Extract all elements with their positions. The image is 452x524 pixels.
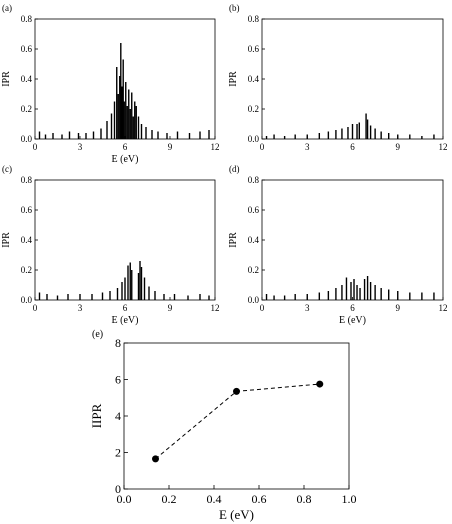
panel-d-bars: [265, 276, 435, 300]
panel-d-x-tick-label: 0: [260, 303, 265, 313]
panel-b-x-tick-label: 9: [396, 142, 401, 152]
panel-d-label: (d): [229, 164, 240, 174]
panel-d-plot-frame: [261, 179, 444, 301]
panel-e-data-point: [152, 455, 159, 463]
panel-e-x-tick-label: 0.2: [162, 492, 177, 506]
panel-b-y-tick-label: 0.2: [248, 104, 259, 114]
panel-a-plot-frame: [34, 18, 216, 140]
panel-e-x-tick-label: 1.0: [342, 492, 357, 506]
panel-b-x-tick-label: 12: [439, 142, 448, 152]
panel-b-bars: [265, 113, 435, 139]
panel-d-x-tick-label: 12: [439, 303, 448, 313]
panel-a-x-tick-label: 0: [33, 142, 38, 152]
panel-a-x-tick-label: 6: [123, 142, 128, 152]
panel-d-y-tick-label: 0.8: [248, 175, 260, 185]
panel-c-x-tick-label: 9: [168, 303, 173, 313]
panel-e-x-tick-label: 0.8: [297, 492, 312, 506]
panel-a-x-tick-label: 3: [78, 142, 83, 152]
panel-e-y-tick-label: 4: [115, 409, 121, 423]
panel-e-plot-frame: [123, 342, 350, 490]
panel-e-series-line: [155, 383, 320, 460]
panel-b-plot-frame: [261, 18, 444, 140]
panel-e-x-tick-label: 0.0: [117, 492, 132, 506]
panel-e-y-axis-label: IIPR: [89, 403, 104, 428]
panel-d-y-tick-label: 0.2: [248, 265, 259, 275]
panel-a-y-tick-label: 0.4: [21, 74, 33, 84]
panel-c-x-tick-label: 6: [123, 303, 128, 313]
panel-c-bars: [38, 261, 210, 300]
panel-e-x-tick-label: 0.6: [252, 492, 267, 506]
panel-d-x-tick-label: 6: [350, 303, 355, 313]
panel-e-x-tick-label: 0.4: [207, 492, 222, 506]
panel-c-x-tick-label: 12: [211, 303, 220, 313]
panel-b-y-axis-label: IPR: [228, 71, 239, 87]
panel-e-data-point: [233, 387, 240, 395]
panel-a-y-tick-label: 0.6: [21, 44, 33, 54]
panel-a-label: (a): [2, 3, 12, 13]
panel-c-y-tick-label: 0.6: [21, 205, 33, 215]
panel-a-bars: [38, 43, 210, 139]
panel-e-y-tick-label: 6: [115, 373, 121, 387]
panel-a-x-axis-label: E (eV): [112, 154, 139, 165]
panel-a-y-tick-label: 0.0: [21, 134, 33, 144]
panel-b-y-tick-label: 0.6: [248, 44, 260, 54]
panel-c-label: (c): [2, 164, 12, 174]
panel-e-label: (e): [92, 329, 103, 340]
panel-d-y-tick-label: 0.6: [248, 205, 260, 215]
panel-c-x-axis-label: E (eV): [112, 315, 139, 326]
panel-e-y-tick-label: 8: [115, 336, 121, 350]
panel-c-y-tick-label: 0.0: [21, 295, 33, 305]
panel-d-x-tick-label: 3: [305, 303, 310, 313]
panel-b-y-tick-label: 0.4: [248, 74, 260, 84]
panel-d-y-tick-label: 0.0: [248, 295, 260, 305]
panel-e-y-tick-label: 0: [115, 482, 121, 496]
panel-a-y-tick-label: 0.8: [21, 14, 33, 24]
panel-c-y-axis-label: IPR: [1, 232, 12, 248]
panel-b-y-tick-label: 0.0: [248, 134, 260, 144]
panel-c-y-tick-label: 0.4: [21, 235, 33, 245]
panel-e-data-point: [316, 380, 324, 388]
panel-b-x-tick-label: 6: [350, 142, 355, 152]
panel-c-x-tick-label: 3: [78, 303, 83, 313]
panel-a-y-tick-label: 0.2: [21, 104, 32, 114]
panel-b-x-tick-label: 3: [305, 142, 310, 152]
panel-d-y-tick-label: 0.4: [248, 235, 260, 245]
panel-a-x-tick-label: 9: [168, 142, 173, 152]
panel-c-x-tick-label: 0: [33, 303, 38, 313]
panel-d-y-axis-label: IPR: [228, 232, 239, 248]
panel-c-y-tick-label: 0.2: [21, 265, 32, 275]
panel-a-x-tick-label: 12: [211, 142, 220, 152]
panel-e-x-axis-label: E (eV): [219, 507, 254, 522]
panel-a-y-axis-label: IPR: [1, 71, 12, 87]
panel-b-y-tick-label: 0.8: [248, 14, 260, 24]
panel-b-x-tick-label: 0: [260, 142, 265, 152]
panel-d-x-tick-label: 9: [396, 303, 401, 313]
panel-b-label: (b): [229, 3, 240, 13]
panel-e-y-tick-label: 2: [115, 446, 121, 460]
panel-c-y-tick-label: 0.8: [21, 175, 33, 185]
panel-d-x-axis-label: E (eV): [339, 315, 366, 326]
